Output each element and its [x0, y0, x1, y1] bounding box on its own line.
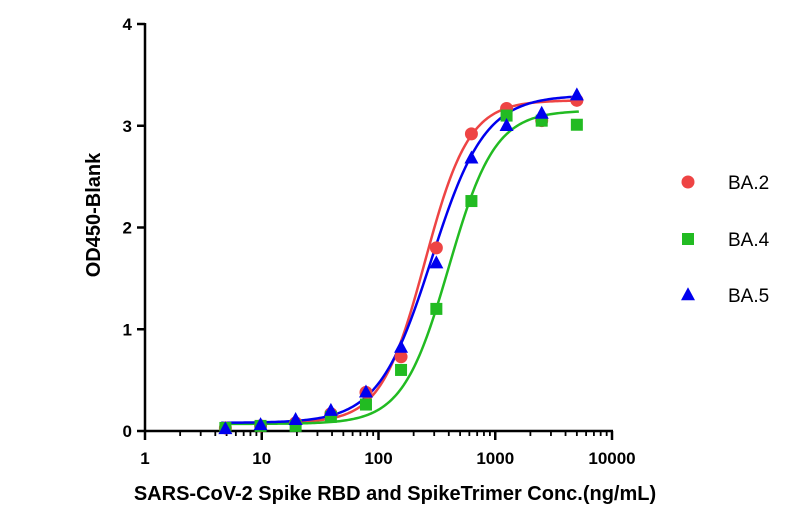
legend-item-BA.5: BA.5 [681, 286, 769, 307]
data-point-BA.5 [288, 412, 303, 426]
y-axis-title: OD450-Blank [83, 152, 105, 277]
data-point-BA.2 [394, 350, 408, 364]
data-point-BA.4 [465, 195, 478, 208]
legend-item-BA.2: BA.2 [681, 173, 769, 194]
x-tick-label: 100 [364, 449, 392, 468]
data-point-BA.5 [323, 402, 338, 416]
legend-marker-BA.4 [682, 233, 694, 245]
legend-marker-BA.5 [681, 287, 695, 301]
y-tick-label: 0 [123, 422, 132, 441]
data-points [218, 87, 584, 435]
data-point-BA.5 [394, 339, 409, 353]
data-point-BA.2 [429, 241, 443, 255]
x-tick-label: 1 [140, 449, 149, 468]
data-point-BA.4 [500, 109, 513, 122]
legend-label: BA.4 [728, 230, 770, 251]
data-point-BA.5 [429, 255, 444, 269]
legend-label: BA.5 [728, 286, 769, 307]
fit-curve-BA.4 [221, 110, 579, 426]
legend-marker-BA.2 [681, 175, 695, 189]
data-point-BA.4 [359, 398, 372, 411]
x-axis-title: SARS-CoV-2 Spike RBD and SpikeTrimer Con… [134, 483, 656, 505]
y-tick-label: 4 [123, 15, 133, 34]
data-point-BA.2 [464, 127, 478, 141]
x-tick-label: 10000 [588, 449, 635, 468]
data-point-BA.4 [395, 363, 408, 376]
data-point-BA.5 [253, 417, 268, 431]
x-tick-label: 10 [252, 449, 271, 468]
legend-item-BA.4: BA.4 [682, 230, 770, 251]
legend: BA.2 BA.4 BA.5 [681, 173, 770, 307]
x-tick-label: 1000 [476, 449, 514, 468]
data-point-BA.4 [570, 118, 583, 131]
data-point-BA.5 [534, 105, 549, 119]
legend-label: BA.2 [728, 173, 769, 194]
data-point-BA.5 [464, 150, 479, 164]
y-tick-label: 1 [123, 320, 132, 339]
y-tick-label: 3 [123, 117, 132, 136]
data-point-BA.5 [499, 117, 514, 131]
data-point-BA.5 [358, 384, 373, 398]
data-point-BA.4 [430, 302, 443, 315]
data-point-BA.5 [218, 421, 233, 435]
data-point-BA.5 [569, 87, 584, 101]
y-tick-label: 2 [123, 219, 132, 238]
